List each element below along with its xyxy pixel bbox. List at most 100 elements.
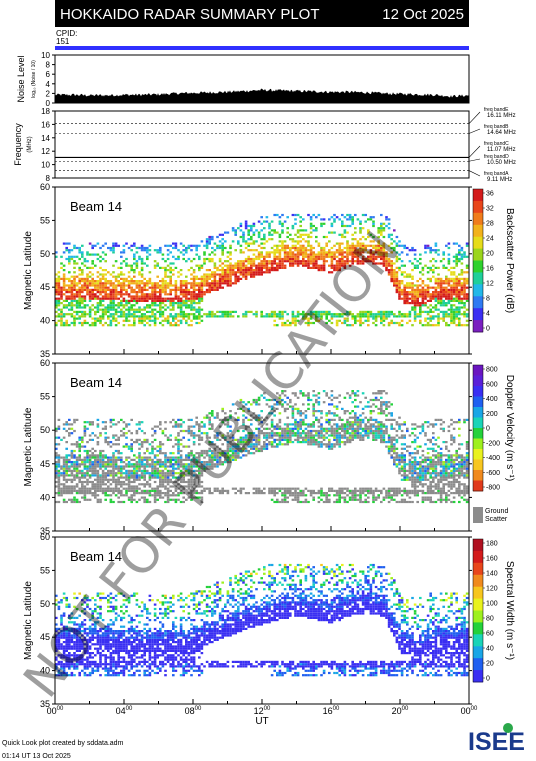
scatter-cell <box>138 427 141 430</box>
scatter-cell <box>333 500 336 504</box>
scatter-cell <box>200 293 204 296</box>
scatter-cell <box>211 275 214 278</box>
scatter-cell <box>94 489 97 492</box>
scatter-cell <box>164 299 167 302</box>
scatter-cell <box>299 244 302 247</box>
scatter-cell <box>70 500 74 504</box>
scatter-cell <box>406 282 409 285</box>
scatter-cell <box>325 432 328 435</box>
scatter-cell <box>216 414 219 417</box>
scatter-cell <box>465 271 469 274</box>
scatter-cell <box>450 293 453 296</box>
scatter-cell <box>205 238 209 241</box>
scatter-cell <box>291 240 295 243</box>
scatter-cell <box>315 441 318 444</box>
scatter-cell <box>138 317 141 320</box>
scatter-cell <box>257 492 261 495</box>
scatter-cell <box>120 315 123 318</box>
scatter-cell <box>101 308 105 311</box>
scatter-cell <box>182 310 185 313</box>
scatter-cell <box>83 458 87 461</box>
scatter-cell <box>130 494 133 497</box>
scatter-cell <box>135 299 139 302</box>
scatter-cell <box>182 463 185 466</box>
scatter-cell <box>161 319 165 322</box>
scatter-cell <box>68 242 71 245</box>
scatter-cell <box>465 315 469 318</box>
scatter-cell <box>385 313 388 316</box>
scatter-cell <box>218 277 222 280</box>
scatter-cell <box>62 456 66 459</box>
scatter-cell <box>114 260 118 263</box>
scatter-cell <box>60 317 63 320</box>
scatter-cell <box>198 315 201 318</box>
scatter-cell <box>200 308 204 311</box>
scatter-cell <box>291 432 295 435</box>
scatter-cell <box>75 474 79 477</box>
scatter-cell <box>122 282 126 285</box>
scatter-cell <box>255 418 258 421</box>
scatter-cell <box>463 297 466 300</box>
scatter-cell <box>234 487 237 490</box>
scatter-cell <box>351 317 354 320</box>
scatter-cell <box>94 295 97 298</box>
scatter-cell <box>164 291 167 294</box>
scatter-cell <box>83 264 87 267</box>
scatter-cell <box>286 244 289 247</box>
scatter-cell <box>151 474 154 477</box>
scatter-cell <box>172 494 175 497</box>
scatter-cell <box>203 489 206 492</box>
scatter-cell <box>224 458 227 461</box>
scatter-cell <box>333 489 336 492</box>
scatter-cell <box>55 427 58 430</box>
scatter-cell <box>268 398 271 402</box>
scatter-cell <box>179 458 183 461</box>
scatter-cell <box>208 282 211 285</box>
scatter-cell <box>112 487 115 490</box>
scatter-cell <box>276 438 279 441</box>
scatter-cell <box>432 249 435 252</box>
scatter-cell <box>452 260 456 263</box>
scatter-cell <box>244 275 248 278</box>
scatter-cell <box>239 222 243 225</box>
scatter-cell <box>143 469 146 472</box>
scatter-cell <box>213 313 217 316</box>
scatter-cell <box>174 487 178 490</box>
scatter-cell <box>133 463 136 466</box>
scatter-cell <box>390 313 393 316</box>
scatter-cell <box>148 443 152 446</box>
scatter-cell <box>294 407 297 410</box>
scatter-cell <box>153 297 157 300</box>
scatter-cell <box>260 313 263 316</box>
scatter-cell <box>120 465 123 468</box>
scatter-cell <box>55 467 58 470</box>
scatter-cell <box>229 410 232 413</box>
scatter-cell <box>70 284 74 287</box>
scatter-cell <box>437 266 440 269</box>
scatter-cell <box>164 485 167 488</box>
scatter-cell <box>86 452 89 455</box>
scatter-cell <box>283 255 287 258</box>
scatter-cell <box>317 257 321 261</box>
scatter-cell <box>289 423 292 426</box>
scatter-cell <box>104 474 107 477</box>
scatter-cell <box>159 288 162 291</box>
scatter-cell <box>65 421 68 424</box>
scatter-cell <box>114 293 118 296</box>
scatter-cell <box>224 231 227 234</box>
scatter-cell <box>172 324 175 327</box>
scatter-cell <box>83 319 87 322</box>
scatter-cell <box>250 242 253 245</box>
scatter-cell <box>205 414 209 417</box>
scatter-cell <box>127 313 131 316</box>
scatter-cell <box>190 449 193 453</box>
scatter-cell <box>192 313 196 316</box>
scatter-cell <box>99 487 102 490</box>
scatter-cell <box>263 233 266 236</box>
scatter-cell <box>200 286 204 289</box>
scatter-cell <box>281 324 284 327</box>
scatter-cell <box>221 454 224 457</box>
scatter-cell <box>107 456 110 459</box>
scatter-cell <box>283 429 287 433</box>
